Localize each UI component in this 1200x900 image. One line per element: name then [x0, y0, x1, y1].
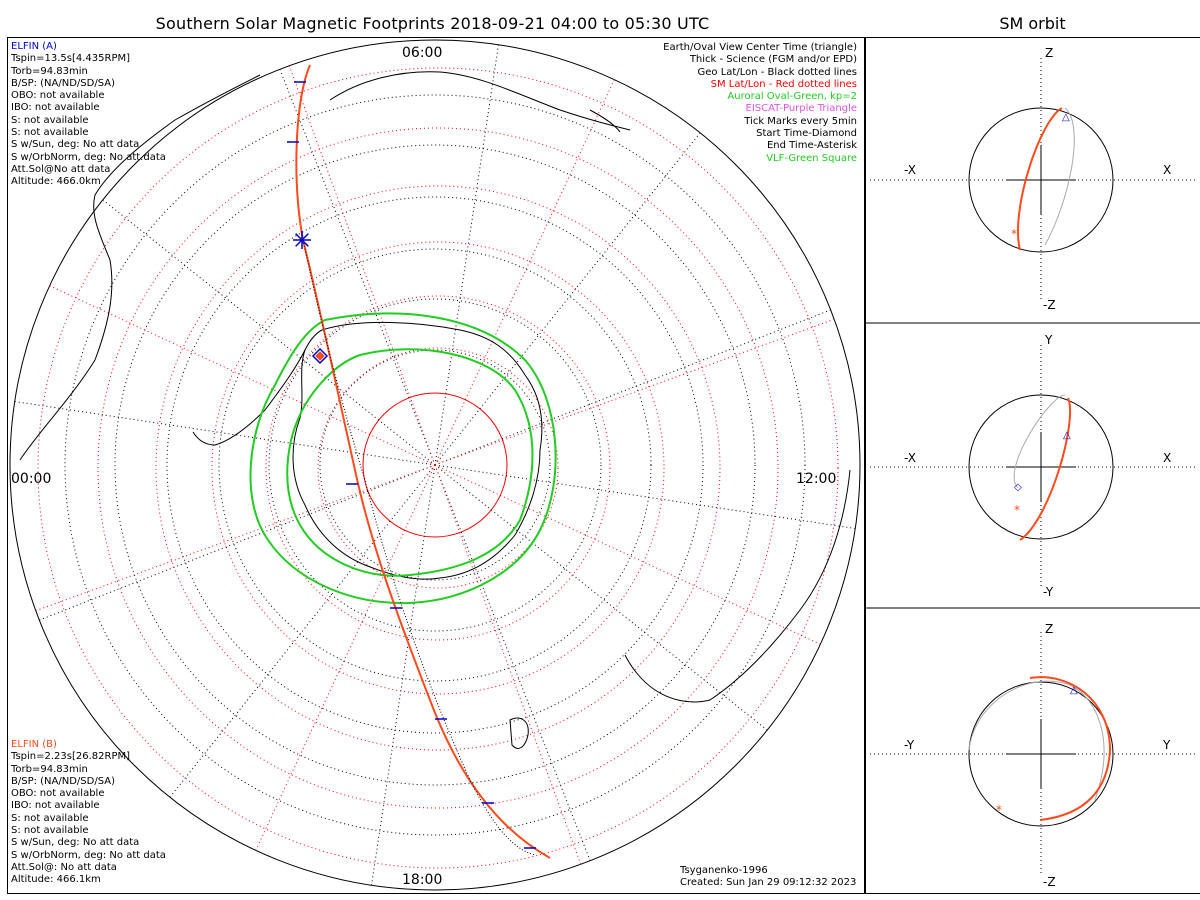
elfin-b-line: Torb=94.83min	[11, 763, 88, 775]
elfin-b-line: IBO: not available	[11, 800, 100, 812]
elfin-a-line: B/SP: (NA/ND/SD/SA)	[11, 77, 115, 89]
model-label: Tsyganenko-1996	[680, 865, 768, 876]
elfin-a-line: S: not available	[11, 127, 89, 139]
elfin-a-name: ELFIN (A)	[11, 41, 57, 52]
elfin-b-line: S w/OrbNorm, deg: No att data	[11, 849, 166, 861]
elfin-a-line: Torb=94.83min	[11, 65, 88, 77]
legend-entry: Geo Lat/Lon - Black dotted lines	[697, 66, 857, 78]
legend: Earth/Oval View Center Time (triangle) T…	[663, 42, 857, 165]
legend-entry: VLF-Green Square	[766, 152, 857, 164]
legend-entry: End Time-Asterisk	[766, 140, 857, 152]
elfin-a-info: ELFIN (A) Tspin=13.5s[4.435RPM] Torb=94.…	[11, 41, 166, 189]
elfin-a-line: Tspin=13.5s[4.435RPM]	[11, 53, 131, 65]
legend-entry: Auroral Oval-Green, kp=2	[727, 91, 857, 103]
legend-entry: Start Time-Diamond	[756, 128, 857, 140]
elfin-a-line: Altitude: 466.0km	[11, 176, 101, 188]
elfin-a-line: OBO: not available	[11, 90, 105, 102]
elfin-a-line: IBO: not available	[11, 102, 100, 114]
elfin-b-name: ELFIN (B)	[11, 739, 57, 750]
elfin-b-line: B/SP: (NA/ND/SD/SA)	[11, 775, 115, 787]
elfin-a-line: S w/Sun, deg: No att data	[11, 139, 140, 151]
footprint-map-panel: ELFIN (A) Tspin=13.5s[4.435RPM] Torb=94.…	[7, 37, 866, 894]
elfin-a-line: S: not available	[11, 114, 89, 126]
elfin-b-line: S: not available	[11, 825, 89, 837]
elfin-b-line: Tspin=2.23s[26.82RPM]	[11, 751, 131, 763]
legend-entry: EISCAT-Purple Triangle	[745, 103, 858, 115]
legend-entry: Thick - Science (FGM and/or EPD)	[689, 54, 857, 66]
elfin-a-line: Att.Sol@No att data	[11, 163, 111, 175]
legend-entry: SM Lat/Lon - Red dotted lines	[710, 78, 857, 90]
elfin-b-line: S w/Sun, deg: No att data	[11, 837, 140, 849]
footer: Tsyganenko-1996 Created: Sun Jan 29 09:1…	[680, 865, 856, 890]
elfin-b-line: Att.Sol@: No att data	[11, 861, 117, 873]
plot-title: Southern Solar Magnetic Footprints 2018-…	[155, 14, 710, 33]
elfin-b-line: Altitude: 466.1km	[11, 874, 101, 886]
elfin-b-info: ELFIN (B) Tspin=2.23s[26.82RPM] Torb=94.…	[11, 739, 166, 887]
elfin-b-line: S: not available	[11, 812, 89, 824]
created-label: Created: Sun Jan 29 09:12:32 2023	[680, 877, 857, 889]
legend-entry: Tick Marks every 5min	[744, 115, 857, 127]
elfin-a-line: S w/OrbNorm, deg: No att.data	[11, 151, 166, 163]
elfin-b-line: OBO: not available	[11, 788, 105, 800]
legend-entry: Earth/Oval View Center Time (triangle)	[663, 42, 857, 53]
sm-orbit-title: SM orbit	[999, 14, 1066, 33]
sm-orbit-panel	[864, 37, 1200, 894]
